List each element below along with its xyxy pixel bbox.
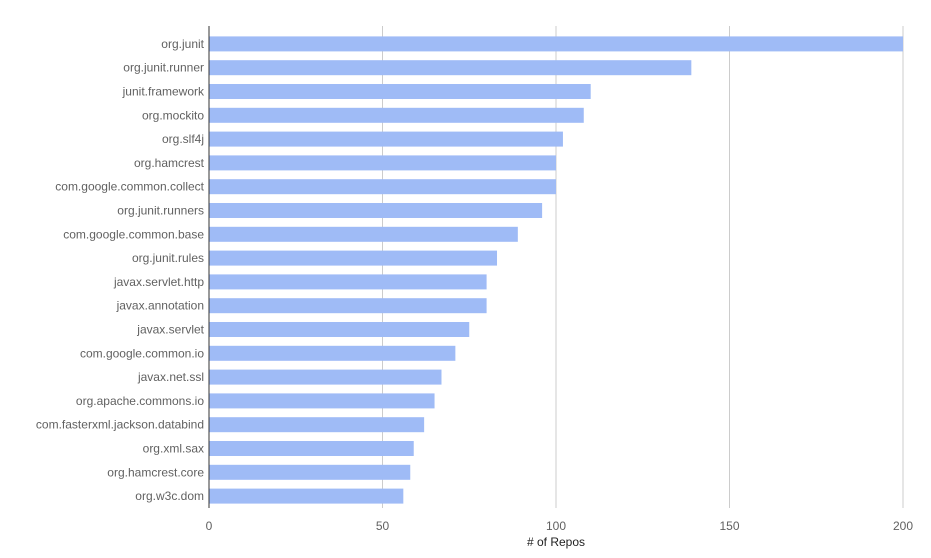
x-tick-label-200: 200 [893,519,913,533]
x-axis-title: # of Repos [527,535,585,549]
x-tick-labels: 0 50 100 150 200 [206,519,914,533]
x-tick-label-50: 50 [376,519,390,533]
bars [209,36,903,504]
category-label-org-hamcrest: org.hamcrest [134,156,205,170]
category-label-org-xml-sax: org.xml.sax [143,442,204,456]
category-labels: org.junit org.junit.runner junit.framework… [36,37,205,503]
category-label-javax-annotation: javax.annotation [116,299,204,313]
category-label-org-junit-runner: org.junit.runner [123,61,204,75]
category-label-org-junit-rules: org.junit.rules [132,251,204,265]
category-label-javax-net-ssl: javax.net.ssl [137,370,204,384]
bar-javax-servlet [209,322,470,337]
category-label-com-google-common-collect: com.google.common.collect [55,180,204,194]
bar-javax-annotation [209,298,487,314]
category-label-org-hamcrest-core: org.hamcrest.core [107,465,204,479]
x-tick-label-150: 150 [719,519,739,533]
x-tick-label-100: 100 [546,519,566,533]
bar-org-hamcrest [209,155,556,171]
bar-org-apache-commons-io [209,393,435,409]
bar-org-xml-sax [209,441,414,456]
category-label-javax-servlet-http: javax.servlet.http [113,275,204,289]
category-label-org-junit: org.junit [161,37,204,51]
category-label-org-apache-commons-io: org.apache.commons.io [76,394,204,408]
bar-org-junit-runner [209,60,692,76]
bar-com-google-common-base [209,226,518,242]
bar-com-google-common-collect [209,179,556,195]
category-label-org-w3c-dom: org.w3c.dom [135,489,204,503]
bar-org-w3c-dom [209,488,404,504]
category-label-com-google-common-base: com.google.common.base [63,227,204,241]
x-tick-label-0: 0 [206,519,213,533]
category-label-org-slf4j: org.slf4j [162,132,204,146]
bar-org-mockito [209,107,584,123]
bar-org-junit-rules [209,250,498,266]
bar-org-hamcrest-core [209,464,411,480]
bar-junit-framework [209,84,591,99]
bar-org-junit [209,36,903,52]
bar-com-google-common-io [209,345,456,361]
bar-javax-servlet-http [209,274,487,290]
category-label-com-google-common-io: com.google.common.io [80,346,204,360]
category-label-junit-framework: junit.framework [122,85,205,99]
bar-org-slf4j [209,131,563,147]
category-label-com-fasterxml-jackson-databind: com.fasterxml.jackson.databind [36,418,204,432]
category-label-org-mockito: org.mockito [142,108,204,122]
bar-org-junit-runners [209,203,543,218]
bar-com-fasterxml-jackson-databind [209,417,425,433]
bar-javax-net-ssl [209,369,442,385]
category-label-javax-servlet: javax.servlet [136,323,204,337]
category-label-org-junit-runners: org.junit.runners [117,204,204,218]
